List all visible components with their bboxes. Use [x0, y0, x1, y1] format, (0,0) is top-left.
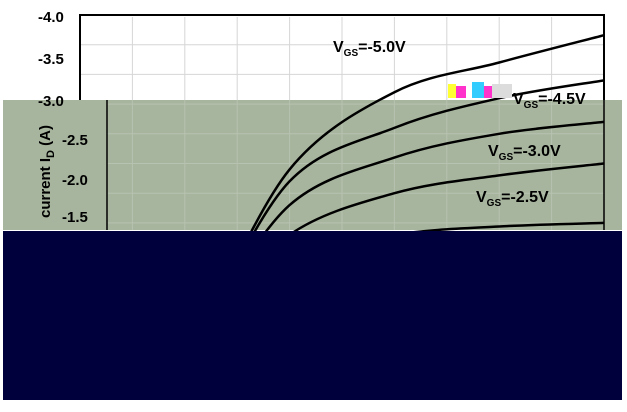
glitch-band: [3, 100, 622, 230]
curve-label-vgs-3-0: VGS=-3.0V: [488, 143, 561, 163]
curve-label-vgs-4-5: VGS=-4.5V: [513, 91, 586, 111]
y-axis-title-unit: (A): [37, 125, 54, 150]
obscured-region: [3, 231, 622, 400]
y-tick-label: -2.0: [62, 172, 88, 189]
plot-frame: [79, 14, 605, 100]
y-tick-label: -1.5: [62, 209, 88, 226]
y-tick-label: -2.5: [62, 132, 88, 149]
y-axis-title-subscript: D: [45, 150, 57, 158]
curve-label-vgs-2-5: VGS=-2.5V: [476, 189, 549, 209]
y-axis-title: current ID (A): [37, 125, 57, 218]
grid-band: [107, 100, 604, 230]
y-tick-label: -4.0: [38, 9, 64, 26]
curve-label-vgs-5-0: VGS=-5.0V: [333, 39, 406, 59]
glitch-artifact: [448, 82, 512, 98]
grid-upper: [80, 17, 604, 100]
y-tick-label: -3.5: [38, 51, 64, 68]
y-tick-label: -3.0: [38, 93, 64, 110]
y-axis-title-text: current I: [37, 158, 54, 218]
